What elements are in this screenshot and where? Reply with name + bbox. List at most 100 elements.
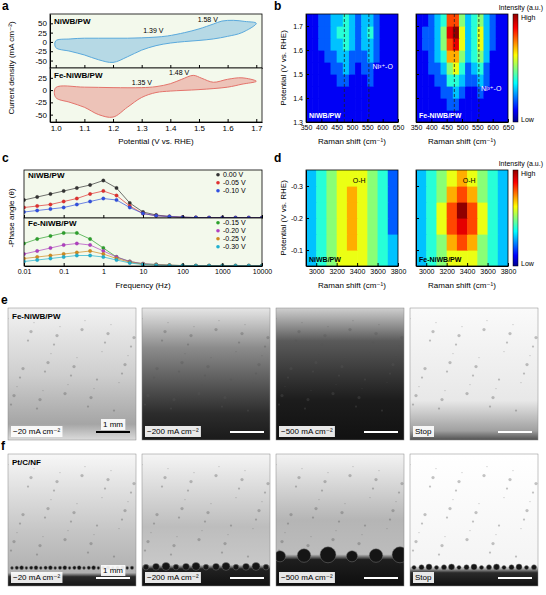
heat-cell bbox=[416, 62, 423, 75]
heat-cell bbox=[496, 50, 503, 63]
tick: 0.01 bbox=[18, 263, 32, 275]
heat-cell bbox=[337, 202, 348, 219]
heat-cell bbox=[428, 86, 435, 99]
heat-cell bbox=[502, 26, 508, 39]
data-point bbox=[168, 215, 171, 218]
colorbar-label: High bbox=[521, 170, 536, 178]
plot-frame bbox=[416, 14, 508, 122]
heat-cell bbox=[367, 38, 374, 51]
heat-cell bbox=[490, 110, 497, 122]
heat-cell bbox=[447, 186, 458, 203]
axis-line bbox=[307, 266, 399, 267]
photo-speck bbox=[55, 334, 58, 337]
heat-cell bbox=[483, 26, 490, 39]
photo-speck bbox=[63, 538, 66, 541]
photo-speck bbox=[431, 330, 434, 333]
photo-speck bbox=[423, 513, 426, 516]
photo-speck bbox=[180, 507, 183, 510]
tick-label: 500 bbox=[457, 124, 469, 131]
panel-letter: e bbox=[1, 293, 8, 307]
tick bbox=[228, 65, 229, 68]
tick: 25 bbox=[38, 74, 53, 83]
photo-speck bbox=[76, 357, 77, 358]
tick: 1.7 bbox=[293, 23, 309, 30]
photo-speck bbox=[414, 394, 417, 397]
photo-content bbox=[142, 308, 270, 440]
photo-speck bbox=[520, 528, 521, 529]
heat-cell bbox=[347, 218, 358, 235]
photo-speck bbox=[280, 540, 283, 543]
heat-cell bbox=[326, 234, 337, 251]
tick-mark bbox=[426, 263, 427, 266]
tick-label: 10 bbox=[140, 268, 148, 275]
photo-speck bbox=[523, 518, 525, 520]
heat-cell bbox=[496, 98, 503, 111]
heat-cell bbox=[490, 26, 497, 39]
heat-cell bbox=[447, 26, 454, 39]
heat-cell bbox=[467, 186, 478, 203]
axis-title: Frequency (Hz) bbox=[115, 281, 170, 290]
axis-title: Raman shift (cm⁻¹) bbox=[428, 281, 496, 290]
photo: −200 mA cm⁻² bbox=[141, 308, 270, 440]
label-patch bbox=[413, 426, 434, 437]
photo-speck bbox=[153, 522, 155, 524]
heat-cell bbox=[441, 74, 448, 87]
photo-speck bbox=[369, 351, 370, 352]
plot-background bbox=[50, 14, 262, 68]
heat-cell bbox=[386, 110, 393, 122]
photo-speck bbox=[369, 497, 370, 498]
tick-mark bbox=[508, 263, 509, 266]
heat-cell bbox=[447, 98, 454, 111]
heat-cell bbox=[477, 234, 488, 251]
photo-speck bbox=[36, 407, 38, 409]
scale-bar bbox=[498, 431, 532, 433]
photo-speck bbox=[132, 482, 135, 485]
photo-border bbox=[142, 454, 270, 586]
plot-frame bbox=[24, 170, 262, 218]
tick: -50 bbox=[35, 111, 53, 120]
heat-cell bbox=[416, 50, 423, 63]
data-point bbox=[75, 242, 78, 245]
heat-cell bbox=[498, 218, 508, 235]
photo-speck bbox=[435, 468, 436, 469]
photo-speck bbox=[508, 332, 511, 335]
panel-letter: d bbox=[274, 151, 281, 165]
photo-speck bbox=[118, 528, 119, 529]
tick-mark bbox=[467, 263, 468, 266]
photo-bubble bbox=[192, 562, 200, 570]
heat-cell bbox=[349, 26, 356, 39]
heat-cell bbox=[416, 170, 427, 187]
photo-speck bbox=[187, 343, 189, 345]
heatmap-plot: 30003200340036003800-0.1-0.2-0.3Raman sh… bbox=[279, 170, 406, 290]
tick-label: 450 bbox=[441, 124, 453, 131]
heat-cell bbox=[373, 98, 380, 111]
photo-speck bbox=[235, 351, 236, 352]
photo-speck bbox=[301, 322, 302, 323]
label-patch bbox=[101, 565, 125, 576]
plot-area bbox=[416, 170, 508, 266]
heat-cell bbox=[373, 26, 380, 39]
subplot-label: NiWB/PW bbox=[309, 256, 341, 263]
heat-cell bbox=[337, 186, 348, 203]
legend-marker bbox=[216, 245, 220, 249]
tick-label: -0.2 bbox=[291, 215, 303, 222]
legend-marker bbox=[216, 221, 220, 225]
subplot-label: Fe-NiWB/PW bbox=[28, 219, 77, 228]
photo-bubble bbox=[457, 565, 461, 569]
photo-speck bbox=[210, 357, 211, 358]
tick-mark bbox=[142, 65, 143, 68]
photo-speck bbox=[176, 390, 177, 391]
heat-cell bbox=[483, 50, 490, 63]
photo-speck bbox=[435, 322, 436, 323]
tick-mark bbox=[398, 263, 399, 266]
photo-speck bbox=[206, 511, 209, 514]
photo-speck bbox=[446, 370, 448, 372]
heat-cell bbox=[483, 110, 490, 122]
photo-speck bbox=[12, 540, 15, 543]
photo-speck bbox=[529, 501, 530, 502]
heat-cell bbox=[367, 202, 378, 219]
heat-cell bbox=[477, 98, 484, 111]
tick-mark bbox=[262, 263, 263, 266]
photo-speck bbox=[201, 530, 202, 531]
tick bbox=[416, 26, 419, 27]
